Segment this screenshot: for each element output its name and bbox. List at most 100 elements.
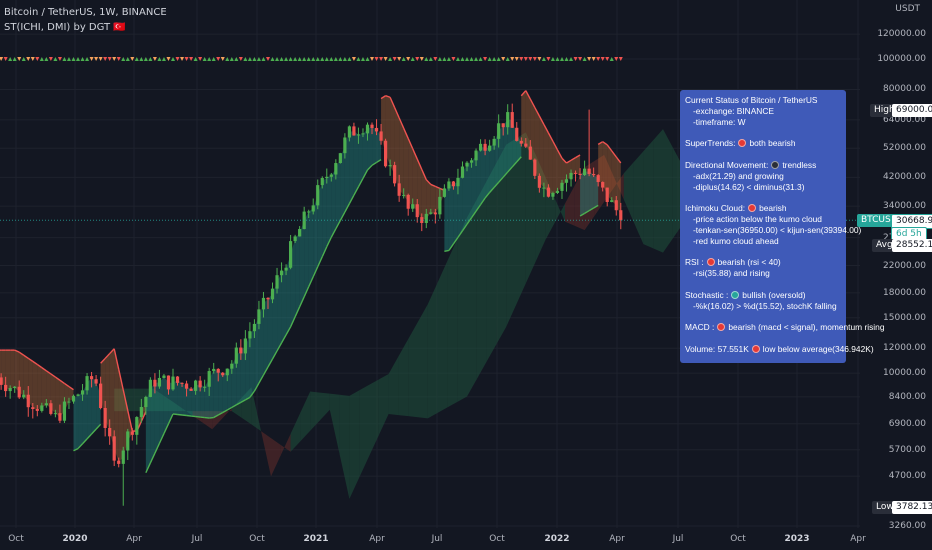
supertrend-line [444,249,450,253]
volume-label: Volume: 57.551K [685,343,749,354]
candle-body [605,187,609,202]
supertrend-line [82,438,88,445]
ichimoku-line-3: -red kumo cloud ahead [693,235,779,246]
supertrend-fill [426,179,431,219]
candle-body [438,196,442,215]
supertrend-line [398,117,405,129]
candle-body [252,323,257,332]
signal-triangle [564,57,569,61]
time-tick-label: 2022 [544,534,570,544]
supertrend-fill [476,147,481,212]
signal-triangle [279,57,284,61]
signal-triangle [365,57,370,61]
kumo-segment [163,395,173,412]
signal-triangle [225,57,230,61]
supertrend-line [186,414,192,417]
kumo-segment [427,282,438,419]
supertrends-status-icon [738,139,747,148]
candle-body [117,460,121,464]
candle-body [298,229,302,237]
supertrend-line [579,212,585,217]
volume-row: Volume: 57.551K low below average(346.942… [685,343,874,355]
supertrend-fill [467,161,472,225]
candle-body [94,379,98,384]
currency-label[interactable]: USDT [895,4,920,14]
supertrend-line [240,399,246,403]
signal-triangle [121,57,126,61]
candle-body [221,372,225,376]
signal-triangle [57,57,62,61]
supertrend-fill [249,327,255,398]
signal-triangle [265,57,270,61]
candle-body [524,143,528,147]
signal-triangle [320,57,325,61]
supertrend-fill [421,169,427,221]
supertrend-fill [326,175,332,247]
supertrend-fill [177,379,183,416]
candle-body [8,388,12,392]
kumo-segment [369,379,379,457]
supertrend-line [561,157,568,164]
supertrend-line [308,276,314,288]
signal-triangle [21,57,26,61]
candle-body [49,403,53,414]
supertrend-line [452,236,459,245]
candle-body [388,165,392,167]
candle-body [587,168,591,175]
kumo-segment [623,162,634,222]
supertrend-line [209,416,214,419]
ichimoku-line-2: -tenkan-sen(36950.00) < kijun-sen(39394.… [693,224,862,235]
kumo-segment [271,438,281,477]
candle-body [361,133,365,135]
signal-triangle [229,57,234,61]
supertrend-fill [331,168,336,238]
supertrend-fill [521,90,526,146]
supertrend-fill [593,174,599,209]
supertrend-line [23,354,29,359]
candle-body [194,380,198,391]
supertrend-line [172,413,178,416]
candle-body [121,450,125,464]
supertrend-line [430,183,436,188]
supertrend-fill [485,147,490,199]
signal-triangle [379,57,384,61]
supertrend-line [253,382,260,392]
signal-triangle [112,57,117,61]
signal-triangle [415,57,420,61]
supertrend-fill [41,367,47,409]
time-tick-label: Oct [489,534,505,544]
supertrend-line [222,409,228,414]
signal-triangle [275,57,280,61]
supertrend-line [321,246,328,258]
candle-body [583,168,587,175]
indicator-title[interactable]: ST(ICHI, DMI) by DGT 🇹🇷 [4,22,126,33]
signal-triangle [342,57,347,61]
signal-triangle [198,57,203,61]
signal-triangle [474,57,479,61]
supertrend-fill [299,220,305,307]
candle-body [397,183,401,196]
signal-triangle [202,57,207,61]
supertrend-fill [412,148,418,211]
signal-triangle [166,57,171,61]
supertrend-line [602,141,608,146]
candle-body [307,211,311,213]
symbol-title[interactable]: Bitcoin / TetherUS, 1W, BINANCE [4,7,167,18]
rsi-status: bearish (rsi < 40) [717,257,781,268]
supertrend-line [50,373,56,378]
kumo-segment [290,412,301,452]
candle-body [460,166,465,178]
signal-triangle [261,57,266,61]
signal-triangle [107,57,112,61]
supertrend-fill [218,370,223,416]
signal-triangle [433,57,438,61]
signal-triangle [329,57,334,61]
signal-triangle [370,57,375,61]
signal-triangle [39,57,44,61]
candle-body [537,175,541,188]
price-tick-label: 42000.00 [883,172,926,183]
supertrend-line [538,115,545,125]
kumo-segment [388,356,399,416]
candle-body [162,375,166,378]
supertrend-fill [14,350,20,393]
